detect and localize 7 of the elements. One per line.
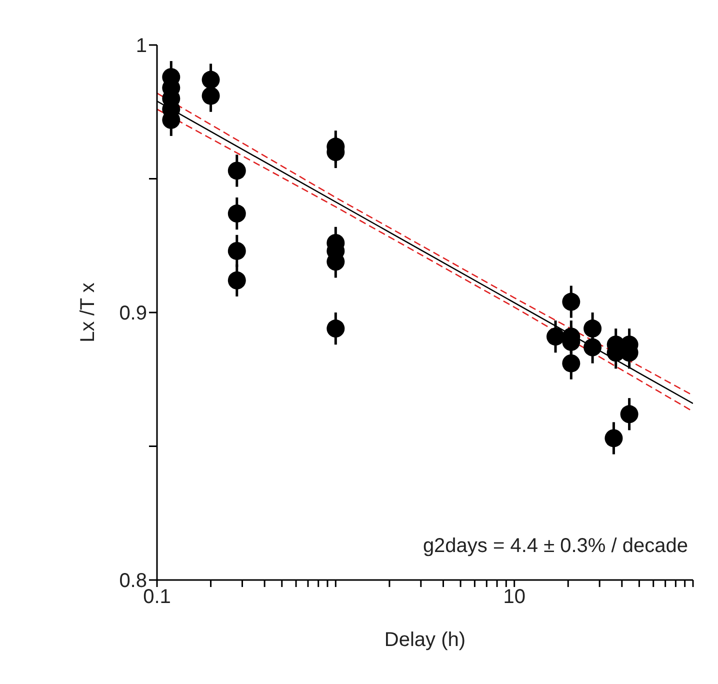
y-tick-label: 0.9 <box>119 302 147 325</box>
x-tick-label: 0.1 <box>143 586 171 608</box>
x-axis-title: Delay (h) <box>384 629 466 651</box>
annotation: g2days = 4.4 ± 0.3% / decade <box>422 535 688 558</box>
y-axis-title: Lx /T x <box>77 282 100 342</box>
x-tick-label: 10 <box>503 586 526 608</box>
y-tick-label: 1 <box>136 35 147 58</box>
